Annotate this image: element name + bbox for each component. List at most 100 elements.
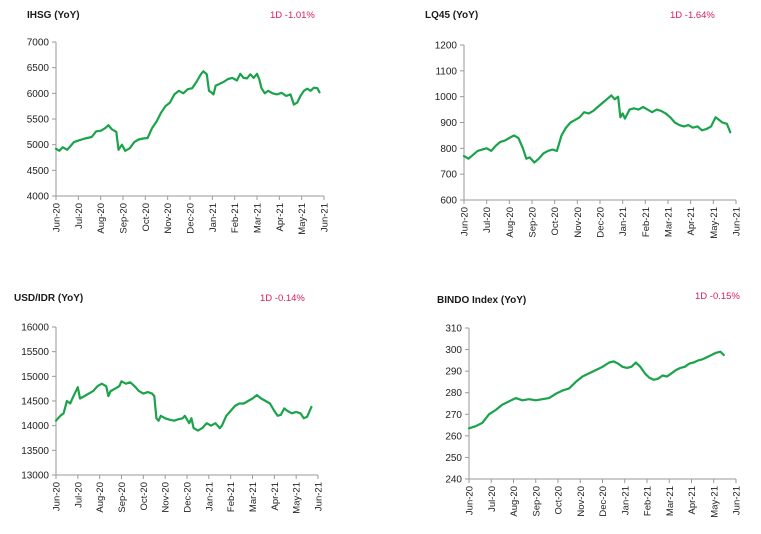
x-tick-label: Jan-21 — [618, 207, 629, 236]
bindo-change: 1D -0.15% — [695, 291, 740, 302]
y-tick-label: 15000 — [21, 372, 49, 383]
x-tick-label: Jun-21 — [732, 486, 743, 515]
x-tick-label: Nov-20 — [161, 482, 172, 513]
x-tick-label: May-21 — [297, 203, 308, 235]
series-line — [54, 70, 321, 152]
x-tick-label: Dec-20 — [596, 207, 607, 238]
y-tick-label: 14500 — [21, 397, 49, 408]
x-tick-label: May-21 — [292, 482, 303, 514]
x-tick-label: Apr-21 — [686, 207, 697, 236]
y-tick-label: 15500 — [21, 347, 49, 358]
x-tick-label: Dec-20 — [598, 486, 609, 517]
x-tick-label: May-21 — [709, 486, 720, 518]
y-tick-label: 7000 — [27, 38, 50, 49]
x-tick-label: Feb-21 — [643, 486, 654, 516]
y-tick-label: 4000 — [27, 192, 50, 203]
x-tick-label: Jun-20 — [465, 486, 476, 515]
usdidr-change: 1D -0.14% — [260, 293, 305, 304]
x-tick-label: Jan-21 — [620, 486, 631, 515]
y-tick-label: 310 — [445, 324, 462, 335]
x-tick-label: Dec-20 — [186, 203, 197, 234]
y-tick-label: 5500 — [27, 115, 50, 126]
x-tick-label: Jan-21 — [208, 203, 219, 232]
x-tick-label: May-21 — [709, 207, 720, 239]
x-tick-label: Nov-20 — [576, 486, 587, 517]
lq45-chart: 600 700 800 900 1000 1100 1200 Jun-20 Jul-20 Aug-… — [435, 41, 743, 239]
x-tick-label: Sep-20 — [531, 486, 542, 517]
series-line — [467, 350, 725, 430]
x-tick-label: Oct-20 — [550, 207, 561, 236]
x-tick-label: Sep-20 — [119, 203, 130, 234]
y-tick-label: 4500 — [27, 166, 50, 177]
ihsg-panel: IHSG (YoY) 1D -1.01% 4000 4500 5000 5500 600… — [0, 0, 380, 267]
x-tick-label: Jun-21 — [320, 203, 331, 232]
x-tick-label: Jul-20 — [74, 203, 85, 229]
x-tick-label: Feb-21 — [226, 482, 237, 512]
usdidr-title: USD/IDR (YoY) — [14, 293, 84, 304]
ihsg-change: 1D -1.01% — [270, 10, 315, 21]
x-tick-label: Aug-20 — [95, 482, 106, 513]
x-tick-label: Feb-21 — [641, 207, 652, 237]
x-tick-label: Oct-20 — [141, 203, 152, 232]
y-tick-label: 6500 — [27, 63, 50, 74]
bindo-title: BINDO Index (YoY) — [437, 295, 527, 306]
ihsg-chart: 4000 4500 5000 5500 6000 6500 7000 Jun-20 Jul-20… — [27, 38, 331, 235]
ihsg-title: IHSG (YoY) — [27, 10, 80, 21]
x-tick-label: Aug-20 — [505, 207, 516, 238]
y-tick-label: 300 — [445, 345, 462, 356]
series-line — [54, 380, 313, 432]
x-tick-label: Jun-21 — [732, 207, 743, 236]
x-tick-label: Apr-21 — [275, 203, 286, 232]
lq45-title: LQ45 (YoY) — [425, 10, 479, 21]
x-tick-label: Mar-21 — [248, 482, 259, 512]
y-tick-label: 1000 — [435, 92, 458, 103]
x-tick-label: Dec-20 — [183, 482, 194, 513]
y-tick-label: 290 — [445, 367, 462, 378]
x-tick-label: Oct-20 — [139, 482, 150, 511]
x-tick-label: Nov-20 — [163, 203, 174, 234]
y-tick-label: 13000 — [21, 471, 49, 482]
x-tick-label: Apr-21 — [270, 482, 281, 511]
x-tick-label: Mar-21 — [253, 203, 264, 233]
x-tick-label: Apr-21 — [687, 486, 698, 515]
y-tick-label: 270 — [445, 410, 462, 421]
y-tick-label: 6000 — [27, 89, 50, 100]
y-tick-label: 260 — [445, 431, 462, 442]
x-tick-label: Oct-20 — [554, 486, 565, 515]
bindo-chart: 240 250 260 270 280 290 300 310 Jun-20 Jul-20 Aug-… — [445, 324, 743, 518]
y-tick-label: 16000 — [21, 323, 49, 334]
x-tick-label: Sep-20 — [528, 207, 539, 238]
y-tick-label: 1100 — [435, 66, 457, 77]
x-tick-label: Mar-21 — [665, 486, 676, 516]
x-tick-label: Jul-20 — [73, 482, 84, 508]
x-tick-label: Nov-20 — [573, 207, 584, 238]
y-tick-label: 800 — [440, 144, 457, 155]
x-tick-label: Feb-21 — [230, 203, 241, 233]
y-tick-label: 5000 — [27, 140, 50, 151]
x-tick-label: Aug-20 — [96, 203, 107, 234]
y-tick-label: 1200 — [435, 41, 458, 52]
x-tick-label: Sep-20 — [117, 482, 128, 513]
y-tick-label: 13500 — [21, 446, 49, 457]
x-tick-label: Aug-20 — [509, 486, 520, 517]
x-tick-label: Jul-20 — [482, 207, 493, 233]
x-tick-label: Mar-21 — [664, 207, 675, 237]
usdidr-chart: 13000 13500 14000 14500 15000 15500 16000 Jun-2… — [21, 323, 325, 514]
lq45-panel: LQ45 (YoY) 1D -1.64% 600 700 800 900 1000 110… — [380, 0, 761, 267]
y-tick-label: 250 — [445, 453, 462, 464]
x-tick-label: Jan-21 — [204, 482, 215, 511]
y-tick-label: 240 — [445, 475, 462, 486]
series-line — [462, 94, 732, 164]
x-tick-label: Jul-20 — [487, 486, 498, 512]
x-tick-label: Jun-20 — [460, 207, 471, 236]
x-tick-label: Jun-20 — [52, 482, 63, 511]
y-tick-label: 280 — [445, 388, 462, 399]
y-tick-label: 600 — [440, 196, 457, 207]
bindo-panel: BINDO Index (YoY) 1D -0.15% 240 250 260 270… — [380, 267, 761, 534]
y-tick-label: 700 — [440, 170, 457, 181]
x-tick-label: Jun-21 — [314, 482, 325, 511]
y-tick-label: 14000 — [21, 421, 49, 432]
lq45-change: 1D -1.64% — [670, 10, 715, 21]
usdidr-panel: USD/IDR (YoY) 1D -0.14% 13000 13500 14000 1… — [0, 267, 380, 534]
y-tick-label: 900 — [440, 118, 457, 129]
